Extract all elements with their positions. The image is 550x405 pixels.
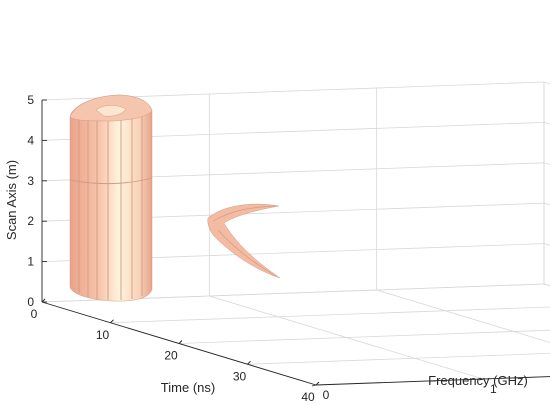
- y-tick-mark: [479, 378, 484, 381]
- z-tick-label: 2: [27, 214, 34, 228]
- x-tick-mark: [110, 319, 114, 324]
- y-tick-label: 0: [323, 388, 330, 402]
- tick-labels: 0102030400123012345: [27, 93, 497, 404]
- back-wall-grid-line: [543, 283, 550, 287]
- y-tick-mark: [311, 384, 317, 387]
- cylinder-surface: [69, 94, 153, 302]
- z-tick-label: 3: [27, 174, 34, 188]
- x-tick-label: 10: [96, 328, 110, 342]
- x-axis-label: Time (ns): [161, 380, 215, 395]
- floor-grid-line: [178, 329, 550, 344]
- z-tick-label: 1: [27, 255, 34, 269]
- x-tick-label: 0: [31, 307, 38, 321]
- x-tick-mark: [41, 298, 46, 303]
- floor-grid-line: [209, 295, 484, 380]
- y-tick-label: 1: [490, 382, 497, 396]
- y-axis-label: Frequency (GHz): [428, 373, 528, 388]
- x-tick-label: 30: [233, 369, 247, 383]
- x-tick-mark: [315, 381, 320, 386]
- axis-lines: [41, 99, 550, 387]
- floor-grid-line: [110, 306, 550, 324]
- z-tick-label: 5: [27, 93, 34, 107]
- floor-grid-line: [543, 283, 550, 287]
- z-tick-label: 4: [27, 133, 34, 147]
- y-axis-line: [315, 376, 550, 386]
- x-tick-label: 40: [301, 390, 315, 404]
- floor-grid-line: [376, 289, 550, 343]
- x-tick-mark: [247, 360, 251, 365]
- floor-grid-line: [247, 353, 550, 365]
- z-tick-label: 0: [27, 295, 34, 309]
- axis-labels: Time (ns) Frequency (GHz) Scan Axis (m): [4, 160, 528, 395]
- arc-surface: [207, 203, 281, 279]
- x-tick-label: 20: [164, 349, 178, 363]
- x-tick-mark: [178, 340, 183, 344]
- z-axis-label: Scan Axis (m): [4, 160, 19, 240]
